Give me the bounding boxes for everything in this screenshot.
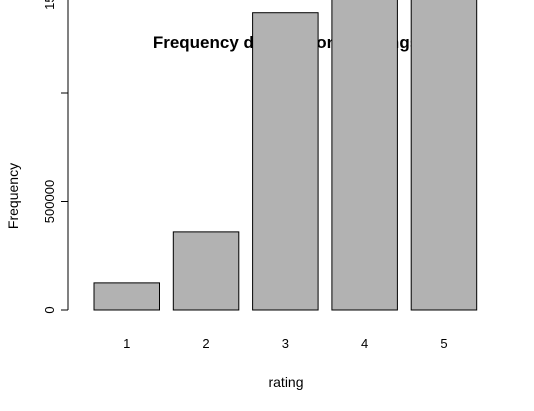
y-axis-label: Frequency <box>5 163 21 229</box>
bar-rating-4 <box>331 0 398 311</box>
x-tick-labels: 1 2 3 4 5 <box>123 336 447 351</box>
y-tick-label: 0 <box>42 306 57 313</box>
x-axis-label: rating <box>268 374 303 390</box>
x-tick-label-4: 4 <box>361 336 368 351</box>
x-tick-label-5: 5 <box>440 336 447 351</box>
y-tick-label: 500000 <box>42 180 57 223</box>
bar-rating-3 <box>252 12 319 311</box>
y-tick-label: 1500000 <box>42 0 57 10</box>
bars-group <box>93 0 478 311</box>
bar-rating-2 <box>172 231 240 311</box>
y-axis: 0 500000 1500000 <box>42 0 69 314</box>
x-tick-label-1: 1 <box>123 336 130 351</box>
bar-rating-5 <box>410 0 478 311</box>
x-tick-label-3: 3 <box>282 336 289 351</box>
bar-rating-1 <box>93 282 160 311</box>
x-tick-label-2: 2 <box>202 336 209 351</box>
